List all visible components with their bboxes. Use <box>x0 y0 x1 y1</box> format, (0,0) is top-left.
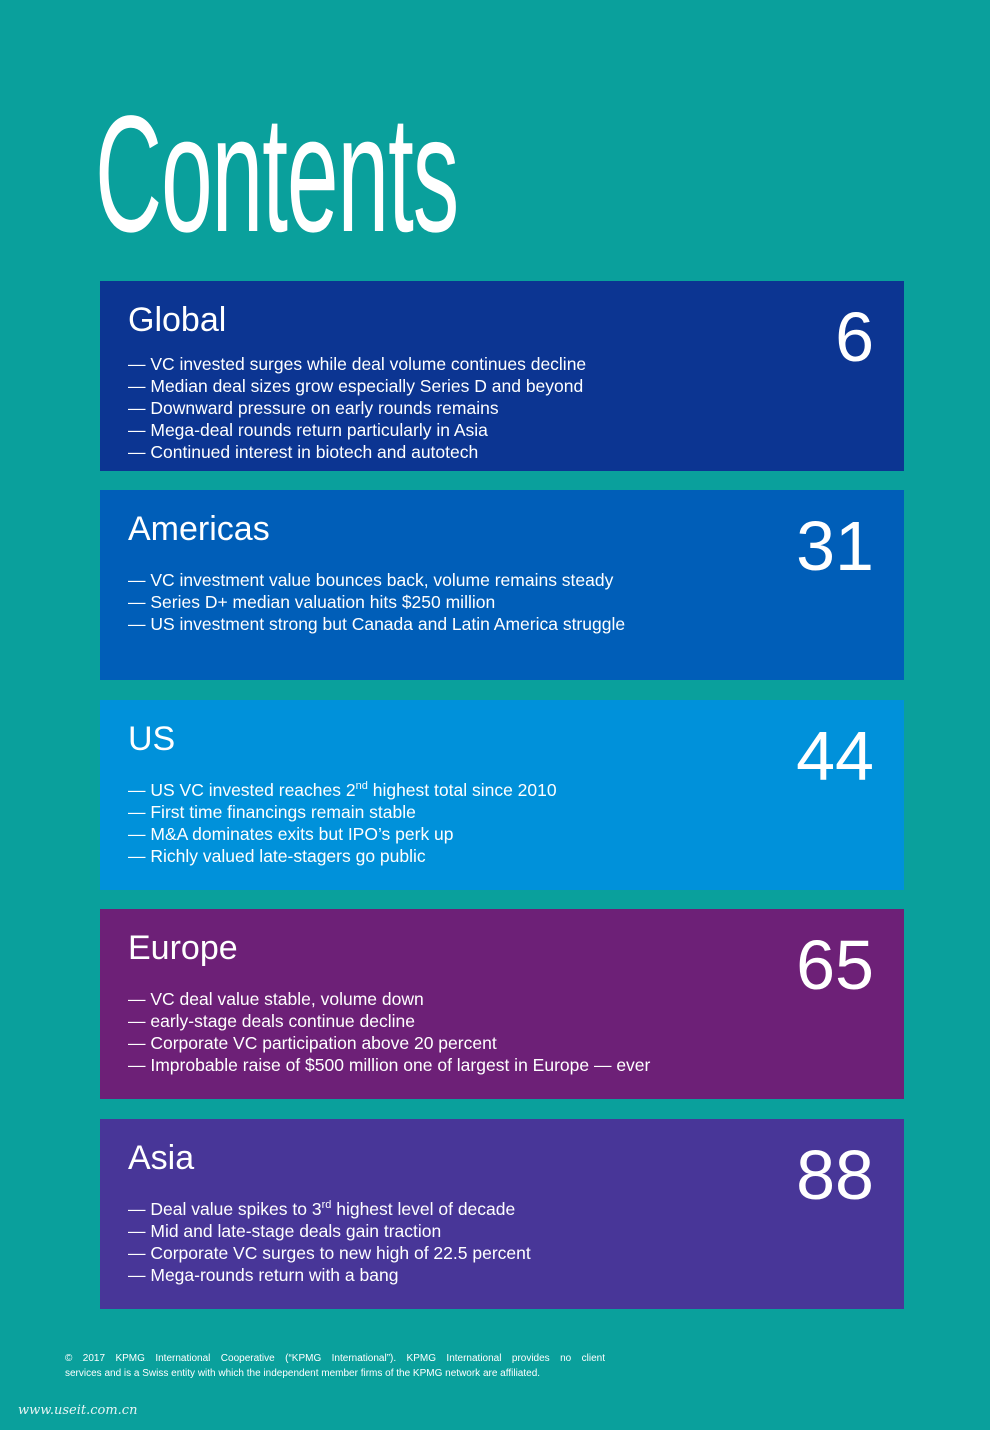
bullet: — VC deal value stable, volume down <box>128 988 650 1010</box>
bullet-text: highest level of decade <box>331 1199 516 1219</box>
bullet: — Series D+ median valuation hits $250 m… <box>128 591 625 613</box>
page-number: 88 <box>796 1136 874 1214</box>
bullet-list: — Deal value spikes to 3rd highest level… <box>128 1198 531 1286</box>
bullet-text: — VC deal value stable, volume down <box>128 989 424 1009</box>
page-number: 31 <box>796 507 874 585</box>
bullet: — US investment strong but Canada and La… <box>128 613 625 635</box>
section-heading: US <box>128 720 176 758</box>
section-heading: Americas <box>128 510 270 548</box>
bullet-text: — Corporate VC surges to new high of 22.… <box>128 1243 531 1263</box>
bullet: — Median deal sizes grow especially Seri… <box>128 375 586 397</box>
section-heading: Asia <box>128 1139 195 1177</box>
bullet-text: — First time financings remain stable <box>128 802 416 822</box>
bullet: — Deal value spikes to 3rd highest level… <box>128 1198 531 1220</box>
section-heading: Global <box>128 301 227 339</box>
bullet-text: — US VC invested reaches 2 <box>128 780 356 800</box>
section-card: Asia 88 — Deal value spikes to 3rd highest… <box>100 1119 904 1309</box>
bullet: — VC investment value bounces back, volu… <box>128 569 625 591</box>
bullet-text: — Continued interest in biotech and auto… <box>128 442 479 462</box>
watermark: www.useit.com.cn <box>18 1403 138 1418</box>
bullet-text: — VC investment value bounces back, volu… <box>128 570 614 590</box>
page-number: 6 <box>835 298 874 376</box>
bullet-text: — Series D+ median valuation hits $250 m… <box>128 592 496 612</box>
section-card: US 44 — US VC invested reaches 2nd highest… <box>100 700 904 890</box>
bullet: — early-stage deals continue decline <box>128 1010 650 1032</box>
superscript: nd <box>355 780 368 793</box>
section-heading: Europe <box>128 929 238 967</box>
bullet: — Corporate VC surges to new high of 22.… <box>128 1242 531 1264</box>
bullet-text: — Improbable raise of $500 million one o… <box>128 1055 651 1075</box>
bullet: — Mega-rounds return with a bang <box>128 1264 531 1286</box>
bullet-text: — VC invested surges while deal volume c… <box>128 354 587 374</box>
footer-line: services and is a Swiss entity with whic… <box>65 1368 541 1379</box>
bullet-text: — Downward pressure on early rounds rema… <box>128 398 499 418</box>
bullet: — Improbable raise of $500 million one o… <box>128 1054 650 1076</box>
bullet-text: — Mega-rounds return with a bang <box>128 1265 399 1285</box>
bullet: — Continued interest in biotech and auto… <box>128 441 586 463</box>
bullet: — Mega-deal rounds return particularly i… <box>128 419 586 441</box>
superscript: rd <box>321 1199 332 1212</box>
bullet-text: — Corporate VC participation above 20 pe… <box>128 1033 497 1053</box>
bullet-list: — VC investment value bounces back, volu… <box>128 569 625 635</box>
bullet: — VC invested surges while deal volume c… <box>128 353 586 375</box>
bullet: — Richly valued late-stagers go public <box>128 845 557 867</box>
bullet-list: — VC invested surges while deal volume c… <box>128 353 586 463</box>
bullet: — First time financings remain stable <box>128 801 557 823</box>
page-title: Contents <box>95 82 459 267</box>
section-card: Europe 65 — VC deal value stable, volume d… <box>100 909 904 1099</box>
bullet: — M&A dominates exits but IPO’s perk up <box>128 823 557 845</box>
bullet-list: — US VC invested reaches 2nd highest tot… <box>128 779 557 867</box>
bullet-text: highest total since 2010 <box>367 780 557 800</box>
bullet-text: — Mega-deal rounds return particularly i… <box>128 420 488 440</box>
footer: © 2017 KPMG International Cooperative (“… <box>65 1351 605 1381</box>
bullet-text: — US investment strong but Canada and La… <box>128 614 626 634</box>
bullet-text: — early-stage deals continue decline <box>128 1011 415 1031</box>
bullet: — Corporate VC participation above 20 pe… <box>128 1032 650 1054</box>
bullet-text: — Mid and late-stage deals gain traction <box>128 1221 442 1241</box>
bullet-text: — Deal value spikes to 3 <box>128 1199 322 1219</box>
bullet: — Mid and late-stage deals gain traction <box>128 1220 531 1242</box>
bullet-text: — M&A dominates exits but IPO’s perk up <box>128 824 454 844</box>
bullet-list: — VC deal value stable, volume down — ear… <box>128 988 650 1076</box>
page-number: 65 <box>796 926 874 1004</box>
bullet-text: — Median deal sizes grow especially Seri… <box>128 376 584 396</box>
bullet: — Downward pressure on early rounds rema… <box>128 397 586 419</box>
section-card: Americas 31 — VC investment value bounces … <box>100 490 904 680</box>
footer-line: © 2017 KPMG International Cooperative (“… <box>65 1353 605 1364</box>
section-card: Global 6 — VC invested surges while deal v… <box>100 281 904 471</box>
bullet-text: — Richly valued late-stagers go public <box>128 846 426 866</box>
page-number: 44 <box>796 717 874 795</box>
bullet: — US VC invested reaches 2nd highest tot… <box>128 779 557 801</box>
